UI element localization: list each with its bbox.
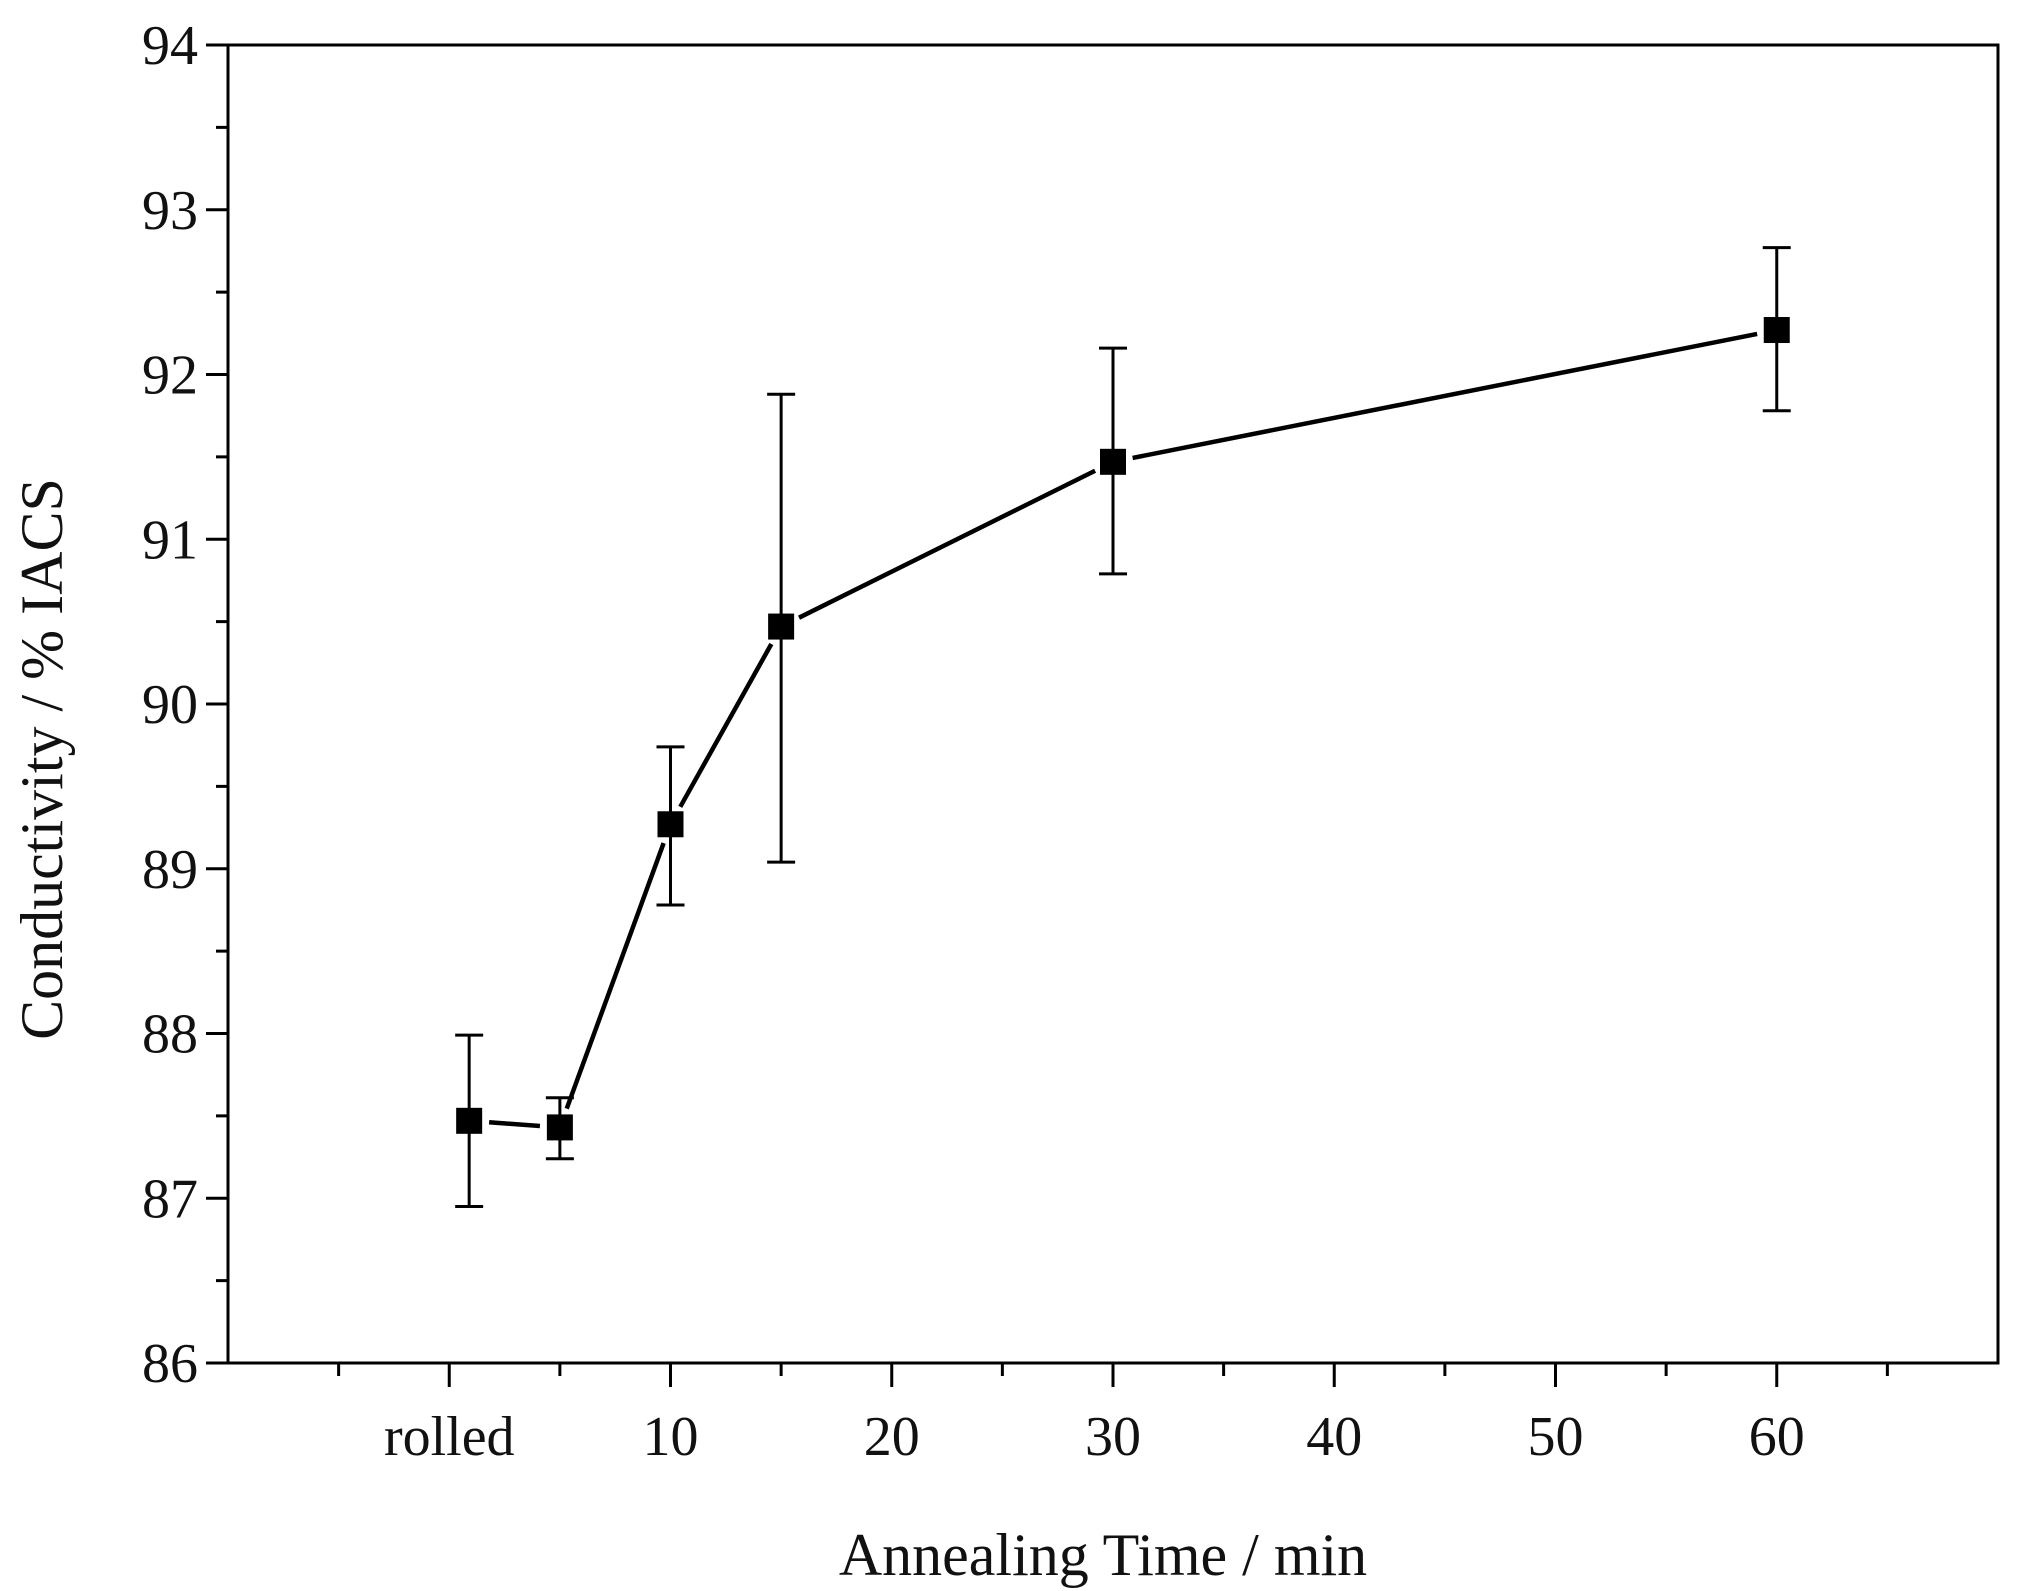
x-axis-ticks: rolled 10 20 30 40 50 60 (337, 1363, 1889, 1468)
series-line-segment (678, 642, 774, 808)
plot-area (455, 246, 1791, 1208)
y-tick-label: 88 (142, 1004, 198, 1066)
series-line-segment (798, 468, 1097, 620)
data-point-marker (1763, 317, 1790, 344)
series-line-segment (1132, 331, 1758, 461)
y-tick-label: 89 (142, 839, 198, 901)
x-tick-label: 50 (1528, 1406, 1584, 1468)
y-tick-label: 90 (142, 674, 198, 736)
data-point-marker (768, 613, 795, 640)
data-point-marker (657, 811, 684, 838)
x-tick-label: 60 (1749, 1406, 1805, 1468)
y-tick-label: 92 (142, 345, 198, 407)
series-line-segment (564, 842, 666, 1110)
x-tick-label: 40 (1306, 1406, 1362, 1468)
x-tick-label: 10 (643, 1406, 699, 1468)
plot-frame (226, 43, 2000, 1365)
data-point-marker (1100, 448, 1126, 475)
y-axis-ticks: 86 87 88 89 90 91 92 93 94 (142, 15, 228, 1395)
x-tick-label: 30 (1085, 1406, 1141, 1468)
x-tick-label: rolled (384, 1406, 515, 1468)
y-axis-title: Conductivity / % IACS (9, 478, 75, 1040)
y-tick-label: 87 (142, 1168, 198, 1230)
series-line-segment (488, 1120, 541, 1129)
data-point-marker (456, 1107, 483, 1134)
y-tick-label: 94 (142, 15, 198, 77)
x-tick-label: 20 (864, 1406, 920, 1468)
y-tick-label: 93 (142, 180, 198, 242)
y-tick-label: 91 (142, 509, 198, 571)
x-axis-title: Annealing Time / min (839, 1522, 1367, 1588)
data-point-marker (546, 1114, 573, 1141)
y-tick-label: 86 (142, 1333, 198, 1395)
